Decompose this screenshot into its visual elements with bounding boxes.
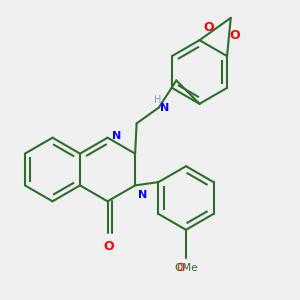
Text: N: N — [112, 131, 121, 141]
Text: H: H — [154, 95, 161, 105]
Text: O: O — [204, 21, 214, 34]
Text: N: N — [138, 190, 147, 200]
Text: O: O — [176, 263, 185, 273]
Text: O: O — [230, 29, 240, 42]
Text: OMe: OMe — [174, 263, 198, 273]
Text: O: O — [104, 240, 114, 253]
Text: N: N — [160, 103, 169, 113]
